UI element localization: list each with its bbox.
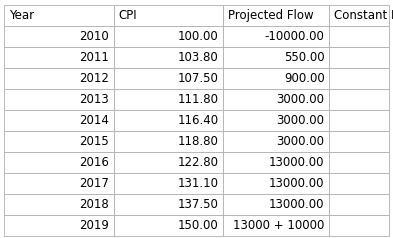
- Text: 13000.00: 13000.00: [269, 156, 325, 169]
- Text: 2011: 2011: [79, 51, 109, 64]
- Text: 118.80: 118.80: [178, 135, 219, 148]
- Text: 122.80: 122.80: [178, 156, 219, 169]
- Text: 2019: 2019: [79, 219, 109, 232]
- Text: 111.80: 111.80: [178, 93, 219, 106]
- Text: 13000.00: 13000.00: [269, 198, 325, 211]
- Text: 137.50: 137.50: [178, 198, 219, 211]
- Text: 2016: 2016: [79, 156, 109, 169]
- Text: CPI: CPI: [118, 9, 137, 22]
- Text: 150.00: 150.00: [178, 219, 219, 232]
- Text: 900.00: 900.00: [284, 72, 325, 85]
- Text: 103.80: 103.80: [178, 51, 219, 64]
- Text: -10000.00: -10000.00: [265, 30, 325, 43]
- Text: Projected Flow: Projected Flow: [228, 9, 314, 22]
- Text: 3000.00: 3000.00: [277, 114, 325, 127]
- Text: Constant Flow: Constant Flow: [334, 9, 393, 22]
- Text: 13000.00: 13000.00: [269, 177, 325, 190]
- Text: 2015: 2015: [79, 135, 109, 148]
- Text: 3000.00: 3000.00: [277, 93, 325, 106]
- Text: 107.50: 107.50: [178, 72, 219, 85]
- Text: 100.00: 100.00: [178, 30, 219, 43]
- Text: 550.00: 550.00: [284, 51, 325, 64]
- Text: 2010: 2010: [79, 30, 109, 43]
- Text: 3000.00: 3000.00: [277, 135, 325, 148]
- Text: 116.40: 116.40: [178, 114, 219, 127]
- Text: 2017: 2017: [79, 177, 109, 190]
- Text: 2014: 2014: [79, 114, 109, 127]
- Text: 2012: 2012: [79, 72, 109, 85]
- Text: 2018: 2018: [79, 198, 109, 211]
- Text: 2013: 2013: [79, 93, 109, 106]
- Text: 131.10: 131.10: [178, 177, 219, 190]
- Text: Year: Year: [9, 9, 34, 22]
- Text: 13000 + 10000: 13000 + 10000: [233, 219, 325, 232]
